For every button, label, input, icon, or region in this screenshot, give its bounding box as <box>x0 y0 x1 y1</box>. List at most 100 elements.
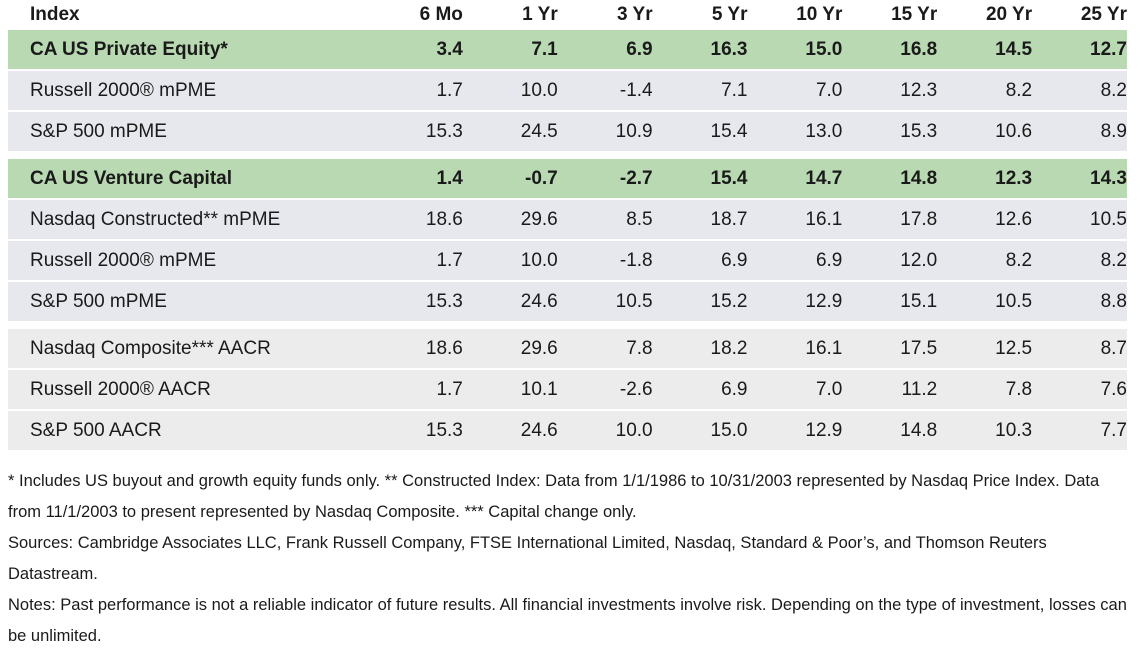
table-cell: 16.1 <box>747 199 843 241</box>
column-header: 5 Yr <box>711 4 748 25</box>
table-cell: 7.0 <box>747 70 843 112</box>
table-cell: 14.8 <box>842 159 938 200</box>
table-cell: 10.6 <box>937 111 1033 153</box>
table-cell: 15.3 <box>368 111 463 153</box>
table-cell: 14.3 <box>1032 159 1127 200</box>
table-cell: 15.3 <box>842 111 938 153</box>
column-header: 1 Yr <box>522 4 558 25</box>
table-header-row: Index 6 Mo 1 Yr 3 Yr 5 Yr 10 Yr 15 Yr 20… <box>8 0 1127 30</box>
table-row: CA US Private Equity* 3.4 7.1 6.9 16.3 15.0 16… <box>8 30 1127 71</box>
row-label: S&P 500 mPME <box>8 281 368 323</box>
table-notes: * Includes US buyout and growth equity f… <box>8 466 1127 652</box>
table-cell: 16.1 <box>747 329 843 370</box>
performance-table: Index 6 Mo 1 Yr 3 Yr 5 Yr 10 Yr 15 Yr 20… <box>8 0 1127 452</box>
table-cell: 8.7 <box>1032 329 1127 370</box>
table-cell: 29.6 <box>462 329 558 370</box>
table-cell: 1.4 <box>368 159 463 200</box>
column-header: 20 Yr <box>985 4 1033 25</box>
group-spacer <box>8 322 1127 329</box>
table-cell: 14.5 <box>937 30 1033 71</box>
table-cell: 8.2 <box>937 240 1033 282</box>
table-cell: 10.5 <box>937 281 1033 323</box>
table-cell: 14.7 <box>747 159 843 200</box>
table-row: S&P 500 AACR 15.3 24.6 10.0 15.0 12.9 14.8 10.3… <box>8 410 1127 452</box>
table-cell: 18.7 <box>652 199 748 241</box>
table-cell: 6.9 <box>652 369 748 411</box>
table-cell: 8.8 <box>1032 281 1127 323</box>
table-cell: 1.7 <box>368 240 463 282</box>
table-cell: -2.6 <box>557 369 653 411</box>
table-cell: 14.8 <box>842 410 938 452</box>
sources-text: Sources: Cambridge Associates LLC, Frank… <box>8 534 1047 583</box>
table-cell: -1.8 <box>557 240 653 282</box>
table-cell: 3.4 <box>368 30 463 71</box>
spacer-cell <box>8 322 1127 329</box>
row-label: Russell 2000® mPME <box>8 240 368 282</box>
table-cell: 12.9 <box>747 410 843 452</box>
row-label: CA US Venture Capital <box>8 159 368 200</box>
table-cell: 10.5 <box>557 281 653 323</box>
table-cell: 12.3 <box>842 70 938 112</box>
table-cell: 17.8 <box>842 199 938 241</box>
row-label: S&P 500 AACR <box>8 410 368 452</box>
table-cell: 15.1 <box>842 281 938 323</box>
column-header: Index <box>30 4 80 25</box>
table-cell: 18.2 <box>652 329 748 370</box>
table-cell: 24.5 <box>462 111 558 153</box>
row-label: S&P 500 mPME <box>8 111 368 153</box>
table-cell: 29.6 <box>462 199 558 241</box>
table-cell: 7.1 <box>462 30 558 71</box>
table-cell: 7.8 <box>557 329 653 370</box>
table-cell: 15.3 <box>368 281 463 323</box>
table-row: S&P 500 mPME 15.3 24.5 10.9 15.4 13.0 15.3 10.6… <box>8 111 1127 153</box>
spacer-cell <box>8 152 1127 159</box>
table-body: CA US Private Equity* 3.4 7.1 6.9 16.3 15.0 16… <box>8 30 1127 452</box>
table-cell: 11.2 <box>842 369 938 411</box>
footnote-text: * Includes US buyout and growth equity f… <box>8 472 1100 521</box>
column-header: 25 Yr <box>1080 4 1127 25</box>
disclaimer-text: Notes: Past performance is not a reliabl… <box>8 596 1127 645</box>
table-cell: 10.1 <box>462 369 558 411</box>
table-cell: 12.6 <box>937 199 1033 241</box>
table-cell: 12.3 <box>937 159 1033 200</box>
table-cell: -0.7 <box>462 159 558 200</box>
table-cell: 15.4 <box>652 111 748 153</box>
table-cell: 6.9 <box>557 30 653 71</box>
table-cell: 10.0 <box>462 70 558 112</box>
table-cell: 1.7 <box>368 70 463 112</box>
table-row: S&P 500 mPME 15.3 24.6 10.5 15.2 12.9 15.1 10.5… <box>8 281 1127 323</box>
table-cell: 18.6 <box>368 199 463 241</box>
table-cell: 7.8 <box>937 369 1033 411</box>
table-row: Russell 2000® AACR 1.7 10.1 -2.6 6.9 7.0 11.2 7… <box>8 369 1127 411</box>
row-label: Nasdaq Constructed** mPME <box>8 199 368 241</box>
column-header: 3 Yr <box>617 4 653 25</box>
table-cell: 15.2 <box>652 281 748 323</box>
table-cell: 16.3 <box>652 30 748 71</box>
table-row: Nasdaq Constructed** mPME 18.6 29.6 8.5 18.7… <box>8 199 1127 241</box>
table-cell: 12.0 <box>842 240 938 282</box>
table-cell: 8.2 <box>1032 70 1127 112</box>
table-cell: 10.9 <box>557 111 653 153</box>
table-cell: 10.0 <box>462 240 558 282</box>
table-cell: 24.6 <box>462 410 558 452</box>
table-cell: 16.8 <box>842 30 938 71</box>
row-label: CA US Private Equity* <box>8 30 368 71</box>
table-cell: 10.3 <box>937 410 1033 452</box>
table-cell: 6.9 <box>747 240 843 282</box>
table-cell: 10.5 <box>1032 199 1127 241</box>
table-row: Russell 2000® mPME 1.7 10.0 -1.4 7.1 7.0 12.3 8… <box>8 70 1127 112</box>
table-cell: 1.7 <box>368 369 463 411</box>
table-cell: 8.2 <box>1032 240 1127 282</box>
table-cell: -1.4 <box>557 70 653 112</box>
table-cell: 8.5 <box>557 199 653 241</box>
row-label: Russell 2000® mPME <box>8 70 368 112</box>
table-cell: 12.9 <box>747 281 843 323</box>
table-cell: 8.2 <box>937 70 1033 112</box>
table-cell: 7.6 <box>1032 369 1127 411</box>
table-cell: 6.9 <box>652 240 748 282</box>
column-header: 10 Yr <box>796 4 843 25</box>
row-label: Nasdaq Composite*** AACR <box>8 329 368 370</box>
column-header: 15 Yr <box>891 4 938 25</box>
table-cell: 15.3 <box>368 410 463 452</box>
